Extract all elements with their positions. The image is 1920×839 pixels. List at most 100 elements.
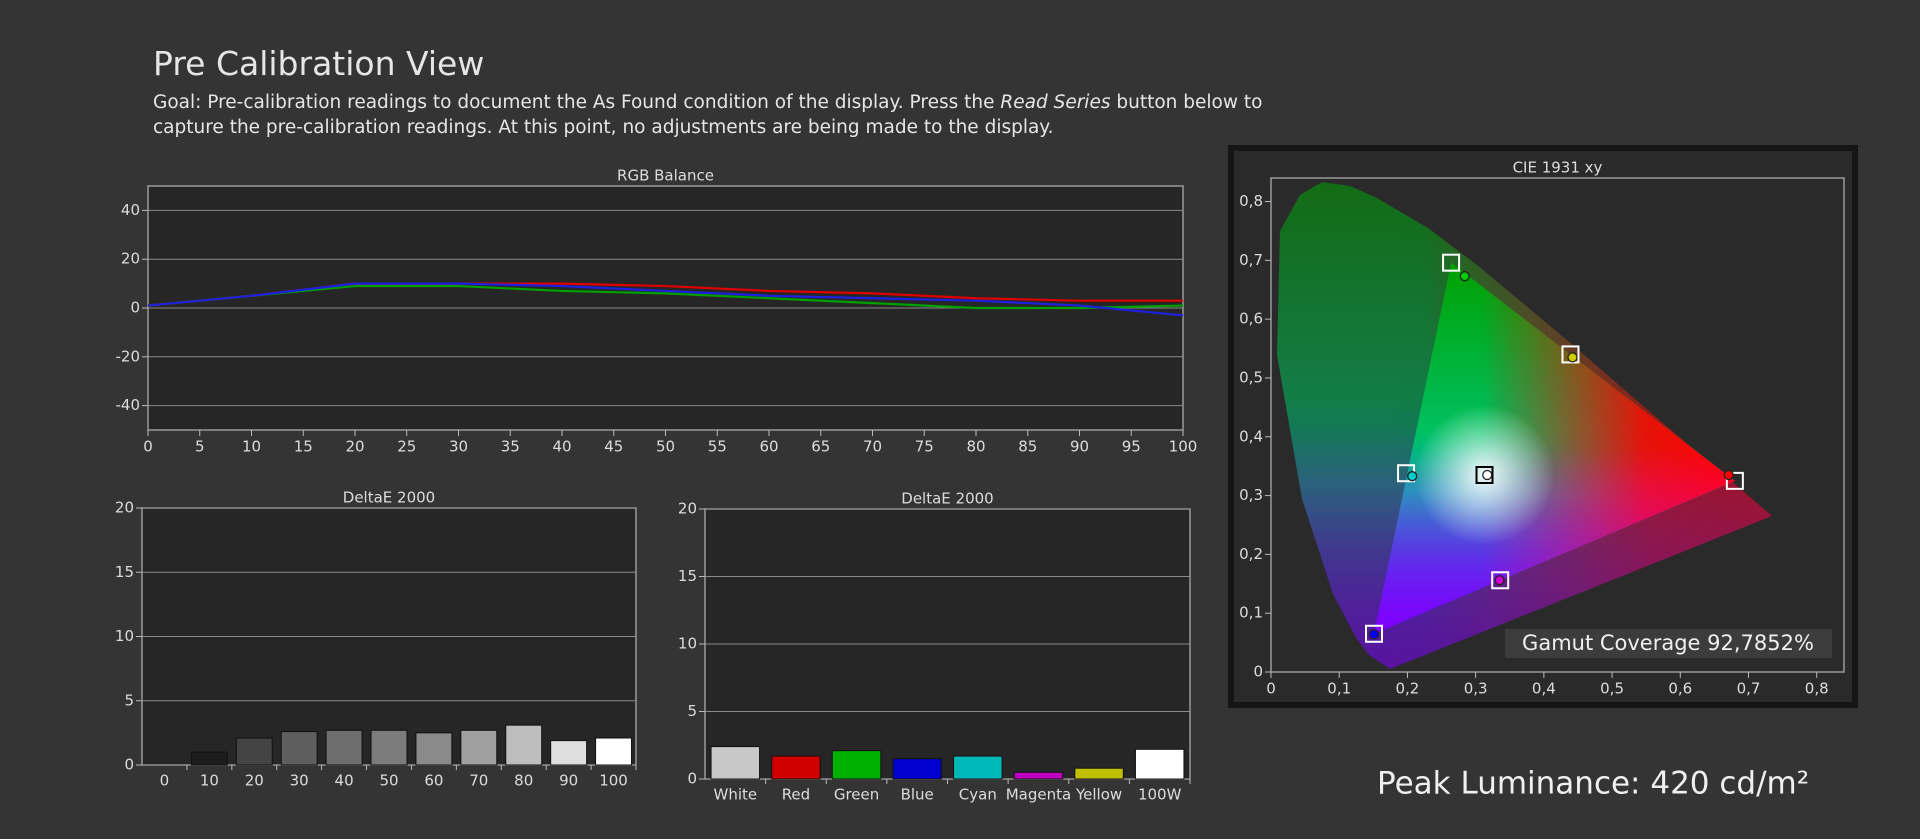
x-tick-label: 0,2 [1395,680,1419,698]
bar [892,758,942,780]
x-tick-label: 85 [1018,438,1037,456]
x-tick-label: Green [834,786,879,804]
bar [771,755,821,780]
x-tick-label: 5 [195,438,205,456]
x-tick-label: Cyan [959,786,997,804]
bar [710,746,761,780]
bar [595,737,633,766]
x-tick-label: 40 [552,438,571,456]
y-tick-label: 5 [687,702,697,720]
y-tick-label: 10 [115,627,134,645]
x-tick-label: 100 [599,772,628,790]
x-tick-label: 50 [379,772,398,790]
bar [831,750,882,780]
x-tick-label: 0,4 [1532,680,1556,698]
x-tick-label: 50 [656,438,675,456]
bar [325,729,363,766]
page-title: Pre Calibration View [153,44,485,83]
goal-text: Goal: Pre-calibration readings to docume… [153,92,1001,113]
measured-marker [1482,469,1493,481]
measured-marker [1723,469,1734,481]
measured-marker [1368,629,1380,640]
y-tick-label: 0,7 [1239,251,1263,269]
x-tick-label: 10 [242,438,261,456]
y-tick-label: -20 [116,347,141,365]
y-tick-label: 15 [678,567,697,585]
y-tick-label: 40 [121,201,140,219]
x-tick-label: 0,5 [1600,680,1624,698]
x-tick-label: 0 [143,438,153,456]
x-tick-label: 0 [160,772,170,790]
y-tick-label: 0 [130,299,140,317]
bar [953,755,1003,780]
bar [460,729,498,766]
measured-marker [1459,271,1470,282]
x-tick-label: 55 [708,438,727,456]
target-marker [1365,624,1384,643]
bar [1074,767,1124,780]
bar [280,731,318,766]
x-tick-label: 20 [345,438,364,456]
x-tick-label: 70 [863,438,882,456]
y-tick-label: 20 [121,250,140,268]
x-tick-label: 15 [294,438,313,456]
x-tick-label: 60 [759,438,778,456]
x-tick-label: Yellow [1075,786,1122,804]
x-tick-label: 60 [424,772,443,790]
measured-marker [1567,352,1578,363]
x-tick-label: 25 [397,438,416,456]
y-tick-label: 0,4 [1239,427,1263,445]
y-tick-label: 15 [115,563,134,581]
chart-title: CIE 1931 xy [1513,159,1603,177]
goal-text: Goal: Pre-calibration readings to docume… [153,90,1283,140]
gamut-coverage: Gamut Coverage 92,7852% [1522,631,1814,655]
x-tick-label: 0,1 [1327,680,1351,698]
x-tick-label: 20 [245,772,264,790]
x-tick-label: 90 [559,772,578,790]
x-tick-label: Magenta [1006,786,1071,804]
measured-marker [1407,471,1418,482]
x-tick-label: 45 [604,438,623,456]
y-tick-label: 0,5 [1239,368,1263,386]
x-tick-label: White [714,786,758,804]
bar [190,751,228,766]
goal-text: button below to capture the pre-calibrat… [153,92,1263,138]
x-tick-label: 95 [1122,438,1141,456]
x-tick-label: 30 [449,438,468,456]
x-tick-label: 0,6 [1668,680,1692,698]
x-tick-label: 65 [811,438,830,456]
gamut-box [1505,629,1832,658]
measured-marker [1494,575,1505,586]
y-tick-label: 0,2 [1239,545,1263,563]
peak-luminance: Peak Luminance: 420 cd/m² [1377,766,1809,802]
line-series [147,282,1184,317]
x-tick-label: 75 [915,438,934,456]
x-tick-label: 80 [514,772,533,790]
y-tick-label: 0,1 [1239,604,1263,622]
target-marker [1442,253,1461,272]
y-tick-label: 10 [678,635,697,653]
bar [415,732,453,766]
chart-title: DeltaE 2000 [901,490,993,508]
x-tick-label: Blue [901,786,934,804]
x-tick-label: Red [782,786,811,804]
bar [550,740,588,766]
y-tick-label: 0 [687,770,697,788]
x-tick-label: 100 [1169,438,1198,456]
line-series [147,284,1184,310]
y-tick-label: 0,8 [1239,192,1263,210]
x-tick-label: 40 [335,772,354,790]
chart-title: DeltaE 2000 [343,489,435,507]
target-marker [1725,471,1744,490]
x-tick-label: 0 [1266,680,1276,698]
bar [505,724,543,766]
x-tick-label: 35 [501,438,520,456]
x-tick-label: 80 [966,438,985,456]
x-tick-label: 0,8 [1805,680,1829,698]
goal-emphasis: Read Series [1000,92,1111,113]
bar [235,737,273,766]
x-tick-label: 100W [1138,786,1182,804]
y-tick-label: 0,3 [1239,486,1263,504]
y-tick-label: -40 [116,396,141,414]
